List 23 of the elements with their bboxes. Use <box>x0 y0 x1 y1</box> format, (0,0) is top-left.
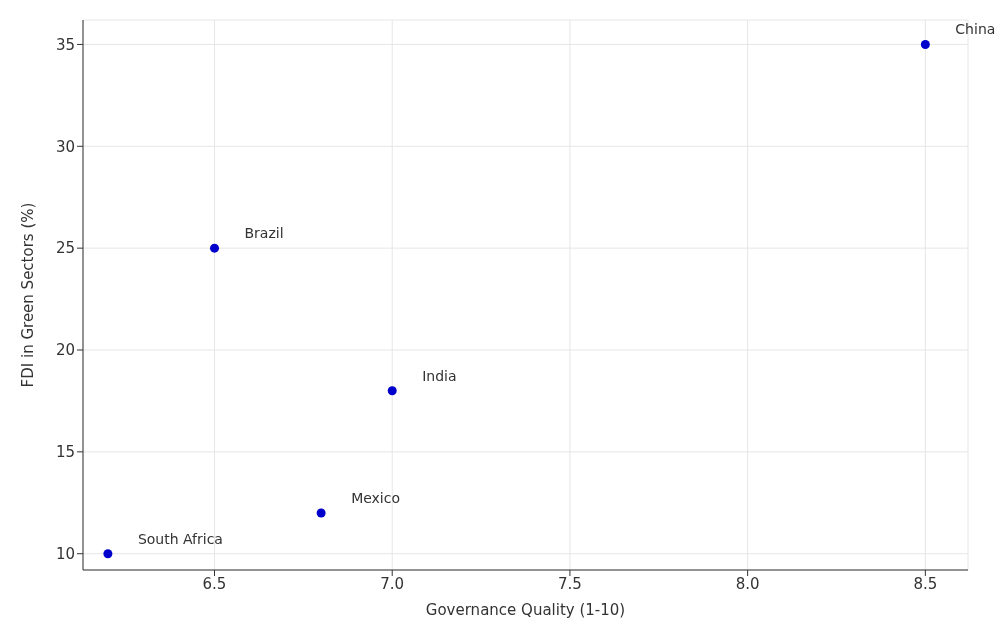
point <box>920 39 930 49</box>
y-tick-label: 35 <box>55 35 75 54</box>
x-axis-title: Governance Quality (1-10) <box>425 601 626 619</box>
point <box>387 386 397 396</box>
x-tick-label: 8.0 <box>735 574 760 593</box>
x-tick-label: 6.5 <box>202 574 227 593</box>
point <box>316 508 326 518</box>
y-tick-label: 25 <box>55 239 75 258</box>
annotation: Brazil <box>244 225 284 242</box>
x-tick-label: 7.5 <box>558 574 582 593</box>
annotation: India <box>422 367 457 384</box>
annotation: South Africa <box>137 530 223 547</box>
y-tick-label: 15 <box>55 443 75 462</box>
y-tick-label: 20 <box>55 341 75 360</box>
x-tick-label: 8.5 <box>913 574 938 593</box>
point <box>209 243 220 253</box>
y-tick-label: 10 <box>55 545 75 564</box>
point <box>103 549 113 559</box>
y-axis-title: FDI in Green Sectors (%) <box>19 202 38 388</box>
annotation: Mexico <box>351 489 401 506</box>
y-tick-label: 30 <box>55 137 75 156</box>
annotation: China <box>955 21 996 38</box>
x-tick-label: 7.0 <box>380 574 405 593</box>
